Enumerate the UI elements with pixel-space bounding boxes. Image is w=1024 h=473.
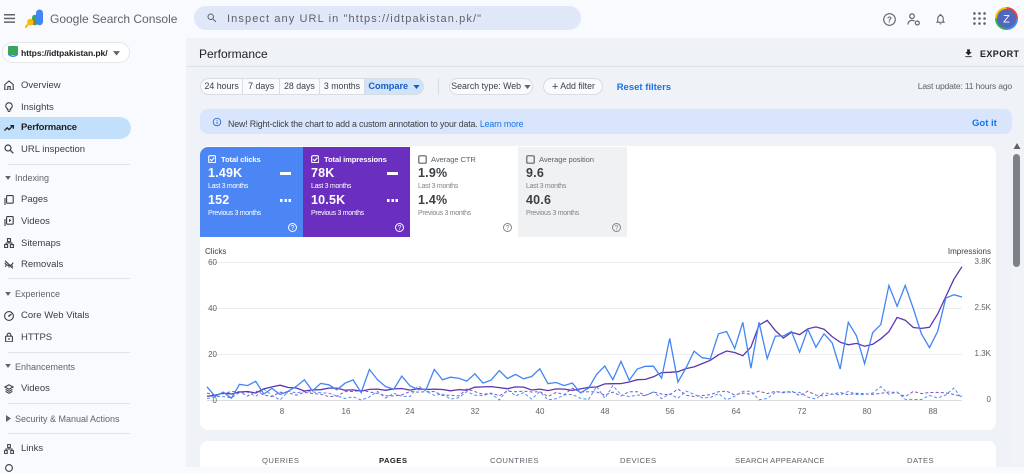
svg-text:?: ? (887, 15, 892, 24)
svg-text:24: 24 (406, 407, 415, 416)
svg-text:Clicks: Clicks (205, 247, 226, 256)
svg-text:40: 40 (208, 304, 217, 313)
svg-text:32: 32 (471, 407, 480, 416)
svg-text:48: 48 (601, 407, 610, 416)
svg-text:16: 16 (342, 407, 351, 416)
svg-text:8: 8 (280, 407, 285, 416)
svg-text:60: 60 (208, 258, 217, 267)
svg-text:0: 0 (213, 396, 218, 405)
svg-text:2.5K: 2.5K (975, 303, 992, 312)
svg-text:88: 88 (929, 407, 938, 416)
svg-text:20: 20 (208, 350, 217, 359)
svg-text:80: 80 (863, 407, 872, 416)
svg-text:3.8K: 3.8K (975, 257, 992, 266)
svg-text:Impressions: Impressions (948, 247, 991, 256)
svg-text:1.3K: 1.3K (975, 349, 992, 358)
svg-text:0: 0 (987, 395, 992, 404)
svg-text:64: 64 (732, 407, 741, 416)
svg-text:56: 56 (666, 407, 675, 416)
svg-text:72: 72 (798, 407, 807, 416)
svg-text:Z: Z (1003, 14, 1010, 26)
svg-text:40: 40 (536, 407, 545, 416)
